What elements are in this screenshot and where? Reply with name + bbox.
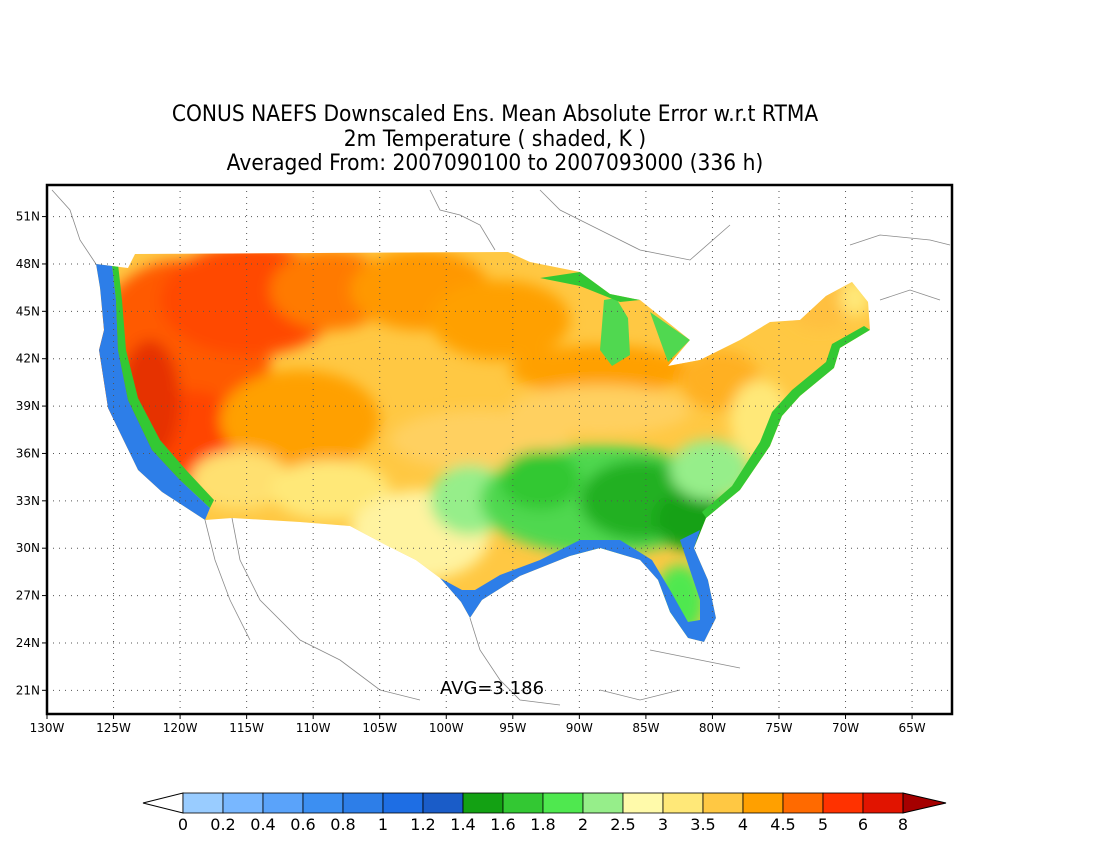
colorbar-swatch: [382, 792, 424, 814]
colorbar-swatch: [222, 792, 264, 814]
colorbar-label: 3: [658, 815, 668, 834]
average-annotation: AVG=3.186: [440, 678, 544, 699]
colorbar-label: 8: [898, 815, 908, 834]
lon-tick-label: 85W: [632, 721, 659, 735]
colorbar-under-arrow: [142, 792, 184, 814]
lat-tick-label: 48N: [16, 257, 40, 271]
map-grid: [46, 185, 952, 714]
colorbar-label: 1.4: [450, 815, 475, 834]
colorbar-label: 5: [818, 815, 828, 834]
title-line-3: Averaged From: 2007090100 to 2007093000 …: [226, 151, 764, 176]
colorbar-swatch: [342, 792, 384, 814]
lat-tick-label: 45N: [16, 304, 40, 318]
lon-tick-label: 115W: [229, 721, 264, 735]
colorbar-label: 4.5: [770, 815, 795, 834]
colorbar: 0 0.2 0.4 0.6 0.8 1 1.2 1.4 1.6 1.8 2 2.5 3 3.5 4 4.5 5 6…: [142, 792, 947, 834]
lat-tick-label: 36N: [16, 446, 40, 460]
lat-tick-label: 30N: [16, 541, 40, 555]
colorbar-label: 0.6: [290, 815, 315, 834]
title-line-1: CONUS NAEFS Downscaled Ens. Mean Absolut…: [171, 102, 819, 127]
map-frame: [45, 183, 954, 716]
colorbar-label: 1.2: [410, 815, 435, 834]
lon-tick-label: 65W: [899, 721, 926, 735]
colorbar-label: 6: [858, 815, 868, 834]
lon-tick-label: 80W: [699, 721, 726, 735]
coastal-bands: [96, 264, 870, 642]
title-line-2: 2m Temperature ( shaded, K ): [343, 127, 647, 152]
lat-tick-label: 39N: [16, 399, 40, 413]
colorbar-swatch: [182, 792, 224, 814]
lon-tick-label: 70W: [832, 721, 859, 735]
colorbar-swatch: [822, 792, 864, 814]
lon-tick-label: 130W: [30, 721, 65, 735]
colorbar-swatch: [662, 792, 704, 814]
colorbar-label: 0.2: [210, 815, 235, 834]
lat-tick-label: 51N: [16, 210, 40, 224]
lon-tick-label: 120W: [163, 721, 198, 735]
lat-tick-label: 24N: [16, 636, 40, 650]
colorbar-label: 1: [378, 815, 388, 834]
colorbar-swatch: [702, 792, 744, 814]
colorbar-swatch: [542, 792, 584, 814]
longitude-axis: 130W 125W 120W 115W 110W 105W 100W 95W 90W 85W 80W…: [30, 714, 926, 735]
colorbar-label: 2.5: [610, 815, 635, 834]
lat-tick-label: 27N: [16, 589, 40, 603]
colorbar-swatch: [422, 792, 464, 814]
lon-tick-label: 90W: [566, 721, 593, 735]
colorbar-label: 0: [178, 815, 188, 834]
colorbar-swatch: [862, 792, 904, 814]
colorbar-swatch: [462, 792, 504, 814]
lon-tick-label: 105W: [362, 721, 397, 735]
colorbar-label: 0.4: [250, 815, 275, 834]
colorbar-label: 0.8: [330, 815, 355, 834]
colorbar-swatch: [742, 792, 784, 814]
colorbar-label: 1.6: [490, 815, 515, 834]
lon-tick-label: 110W: [296, 721, 331, 735]
colorbar-swatch: [782, 792, 824, 814]
lat-tick-label: 21N: [16, 683, 40, 697]
colorbar-swatch: [582, 792, 624, 814]
colorbar-swatch: [262, 792, 304, 814]
colorbar-swatch: [502, 792, 544, 814]
latitude-axis: 51N 48N 45N 42N 39N 36N 33N 30N 27N 24N 21N: [16, 210, 47, 697]
colorbar-label: 1.8: [530, 815, 555, 834]
lon-tick-label: 100W: [429, 721, 464, 735]
colorbar-label: 3.5: [690, 815, 715, 834]
colorbar-over-arrow: [902, 792, 947, 814]
lat-tick-label: 33N: [16, 494, 40, 508]
lon-tick-label: 75W: [765, 721, 792, 735]
colorbar-swatch: [622, 792, 664, 814]
lon-tick-label: 125W: [96, 721, 131, 735]
colorbar-label: 4: [738, 815, 748, 834]
lon-tick-label: 95W: [499, 721, 526, 735]
lat-tick-label: 42N: [16, 352, 40, 366]
colorbar-label: 2: [578, 815, 588, 834]
colorbar-swatch: [302, 792, 344, 814]
